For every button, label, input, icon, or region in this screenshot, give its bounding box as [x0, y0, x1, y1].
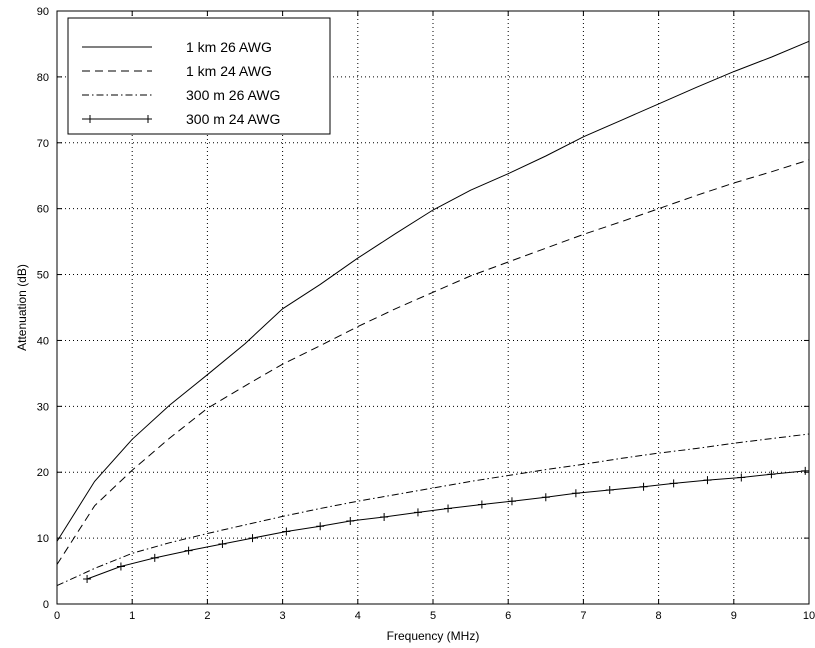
series-marker	[218, 540, 226, 548]
series-marker	[83, 575, 91, 583]
y-tick-label: 40	[37, 335, 49, 347]
x-tick-label: 1	[129, 610, 135, 622]
y-axis-label: Attenuation (dB)	[15, 264, 29, 351]
x-tick-label: 0	[54, 610, 60, 622]
series-line-2	[57, 434, 809, 586]
series-marker	[508, 497, 516, 505]
series-line-3	[87, 471, 805, 579]
series-marker	[606, 486, 614, 494]
series-marker	[185, 547, 193, 555]
y-tick-label: 10	[37, 533, 49, 545]
legend-label-2: 300 m 26 AWG	[186, 87, 280, 103]
series-marker	[703, 476, 711, 484]
x-tick-label: 2	[204, 610, 210, 622]
x-tick-label: 5	[430, 610, 436, 622]
series-marker	[380, 513, 388, 521]
y-tick-label: 90	[37, 6, 49, 18]
x-tick-label: 9	[731, 610, 737, 622]
legend-label-3: 300 m 24 AWG	[186, 111, 280, 127]
x-tick-label: 4	[355, 610, 361, 622]
series-marker	[444, 504, 452, 512]
series-marker	[801, 467, 809, 475]
y-tick-label: 70	[37, 138, 49, 150]
series-marker	[478, 501, 486, 509]
y-tick-label: 50	[37, 270, 49, 282]
series-marker	[640, 483, 648, 491]
series-marker	[414, 508, 422, 516]
series-marker	[249, 534, 257, 542]
x-tick-label: 3	[280, 610, 286, 622]
series-marker	[737, 473, 745, 481]
y-tick-label: 80	[37, 72, 49, 84]
x-tick-label: 7	[580, 610, 586, 622]
legend-label-0: 1 km 26 AWG	[186, 39, 272, 55]
series-marker	[670, 479, 678, 487]
series-marker	[542, 493, 550, 501]
series-marker	[151, 554, 159, 562]
y-tick-label: 0	[43, 599, 49, 611]
legend: 1 km 26 AWG 1 km 24 AWG 300 m 26 AWG 300 m …	[68, 18, 330, 134]
legend-label-1: 1 km 24 AWG	[186, 63, 272, 79]
x-axis-label: Frequency (MHz)	[387, 629, 480, 643]
x-tick-label: 10	[803, 610, 815, 622]
x-tick-label: 6	[505, 610, 511, 622]
series-marker	[282, 528, 290, 536]
x-tick-label: 8	[656, 610, 662, 622]
series-marker	[572, 489, 580, 497]
series-marker	[117, 562, 125, 570]
y-tick-label: 30	[37, 401, 49, 413]
y-tick-label: 20	[37, 467, 49, 479]
series-marker	[767, 470, 775, 478]
series-marker	[316, 522, 324, 530]
series-marker	[346, 517, 354, 525]
y-tick-label: 60	[37, 204, 49, 216]
